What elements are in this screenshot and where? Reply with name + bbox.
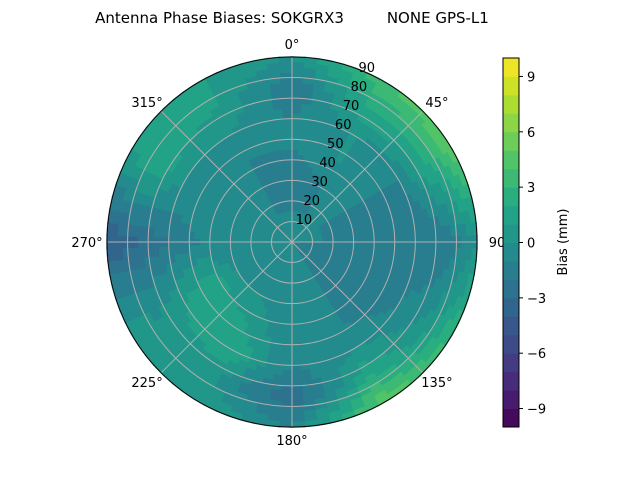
radial-tick-label: 20 [303,194,320,209]
colorbar-tick-label: 9 [527,70,535,85]
colorbar-tick-label: −9 [527,403,546,418]
colorbar-tick-label: −6 [527,347,546,362]
radial-tick-label: 40 [319,156,336,171]
chart-title: Antenna Phase Biases: SOKGRX3 NONE GPS-L… [95,9,489,27]
radial-tick-label: 90 [359,61,376,76]
colorbar-level [503,261,519,280]
colorbar-level [503,206,519,225]
colorbar-level [503,150,519,169]
theta-tick-label: 0° [285,38,300,53]
colorbar-level [503,187,519,206]
radial-tick-label: 10 [296,213,313,228]
theta-tick-label: 270° [71,236,102,251]
theta-tick-label: 135° [421,376,452,391]
colorbar-level [503,279,519,298]
colorbar-level [503,372,519,391]
radial-tick-label: 80 [351,80,368,95]
colorbar: −9 −6 −3 0 3 6 9 [503,58,546,428]
colorbar-level [503,316,519,335]
colorbar-level [503,243,519,262]
theta-tick-label: 225° [131,376,162,391]
radial-tick-label: 60 [335,118,352,133]
colorbar-label: Bias (mm) [556,209,571,276]
colorbar-level [503,409,519,428]
colorbar-tick-label: 6 [527,126,535,141]
colorbar-level [503,353,519,372]
colorbar-level [503,390,519,409]
colorbar-tick-label: 0 [527,237,535,252]
colorbar-level [503,169,519,188]
theta-tick-label: 45° [425,96,448,111]
colorbar-level [503,95,519,114]
radial-tick-label: 50 [327,137,344,152]
colorbar-level [503,58,519,77]
colorbar-level [503,76,519,95]
colorbar-level [503,224,519,243]
theta-tick-label: 180° [276,434,307,449]
polar-grid [107,57,477,427]
theta-tick-label: 315° [131,96,162,111]
colorbar-tick-label: −3 [527,292,546,307]
radial-tick-label: 30 [311,175,328,190]
colorbar-level [503,298,519,317]
colorbar-level [503,335,519,354]
colorbar-tick-label: 3 [527,181,535,196]
colorbar-level [503,132,519,151]
radial-tick-label: 70 [343,99,360,114]
colorbar-level [503,113,519,132]
